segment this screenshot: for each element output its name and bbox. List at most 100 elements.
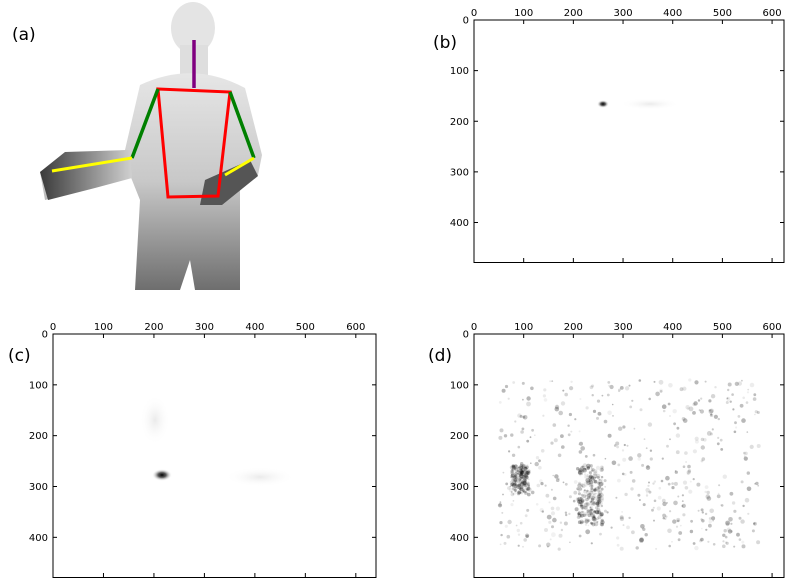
density-dot [727,382,732,387]
density-dot [520,469,525,474]
density-dot [589,475,593,480]
density-dot [521,464,525,468]
density-dot [517,490,522,495]
density-dot [700,397,703,400]
density-dot [586,463,591,469]
density-dot [527,470,531,474]
density-dot [588,474,593,479]
density-dot [731,501,736,505]
density-dot [599,532,602,536]
density-dot [686,470,691,475]
density-dot [584,494,588,498]
density-dot [589,521,593,525]
density-dot [577,512,580,516]
density-dot [619,386,624,390]
density-dot [578,470,582,474]
density-dot [554,404,560,410]
density-dot [667,482,671,486]
density-dot [521,470,525,474]
density-dot [574,507,579,512]
density-dot [591,494,597,499]
density-dot [523,467,529,472]
density-dot [596,416,599,420]
density-dot [513,484,518,489]
density-dot [595,501,597,503]
density-dot [519,464,524,469]
density-dot [552,517,557,523]
density-dot [738,516,742,520]
density-dot [666,444,669,448]
density-dot [512,482,515,485]
density-dot [647,484,650,487]
density-dot [708,517,712,520]
density-dot [734,421,737,425]
y-tick-label: 200 [450,431,469,442]
density-dot [578,467,584,473]
density-dot [708,399,712,403]
density-dot [534,434,536,437]
density-dot [701,511,704,514]
density-dot [709,508,714,514]
density-dot [667,528,672,534]
density-dot [522,490,525,493]
density-dot [587,496,591,500]
density-dot [525,488,529,491]
density-dot [722,533,726,537]
density-dot [624,386,630,391]
density-dot [526,464,529,467]
density-dot [725,401,729,404]
density-dot [576,515,581,519]
y-tick-label: 200 [29,431,48,442]
y-tick-label: 300 [450,167,469,178]
density-dot [538,465,542,470]
density-dot [707,540,710,543]
density-dot [579,504,583,507]
density-dot [744,497,750,503]
density-dot [741,418,746,423]
density-dot [595,502,600,506]
density-dot [575,497,580,502]
density-dot [510,482,514,487]
density-dot [728,517,733,522]
density-dot [616,543,620,547]
density-dot [733,430,737,434]
density-dot [743,451,746,455]
density-dot [519,484,523,487]
density-dot [710,413,713,416]
density-dot [516,484,521,489]
density-dot [617,478,621,483]
density-dot [560,401,566,406]
density-dot [628,384,631,387]
depth-image [40,2,262,290]
density-dot [704,512,708,516]
density-dot [594,487,597,490]
density-dot [593,476,596,480]
density-dot [518,481,520,484]
density-dot [599,481,604,487]
density-dot [593,492,596,494]
density-dot [753,521,757,526]
density-dot [563,521,568,526]
density-dot [584,455,588,458]
density-dot [749,444,754,449]
density-dot [503,541,507,545]
density-dot [664,517,667,520]
density-dot [511,468,514,472]
density-dot [586,474,589,477]
density-dot [585,502,590,507]
density-dot [596,520,599,523]
density-dot [590,467,595,472]
density-dot [504,524,508,528]
density-dot [585,406,589,410]
density-dot [682,513,686,517]
density-dot [742,504,745,508]
density-dot [517,483,521,488]
density-dot [580,503,584,507]
density-dot [579,441,583,446]
density-dot [527,486,531,490]
density-dot [709,408,714,414]
density-dot [676,519,680,523]
density-dot [593,479,598,484]
density-dot [682,480,688,485]
density-dot [521,476,524,479]
